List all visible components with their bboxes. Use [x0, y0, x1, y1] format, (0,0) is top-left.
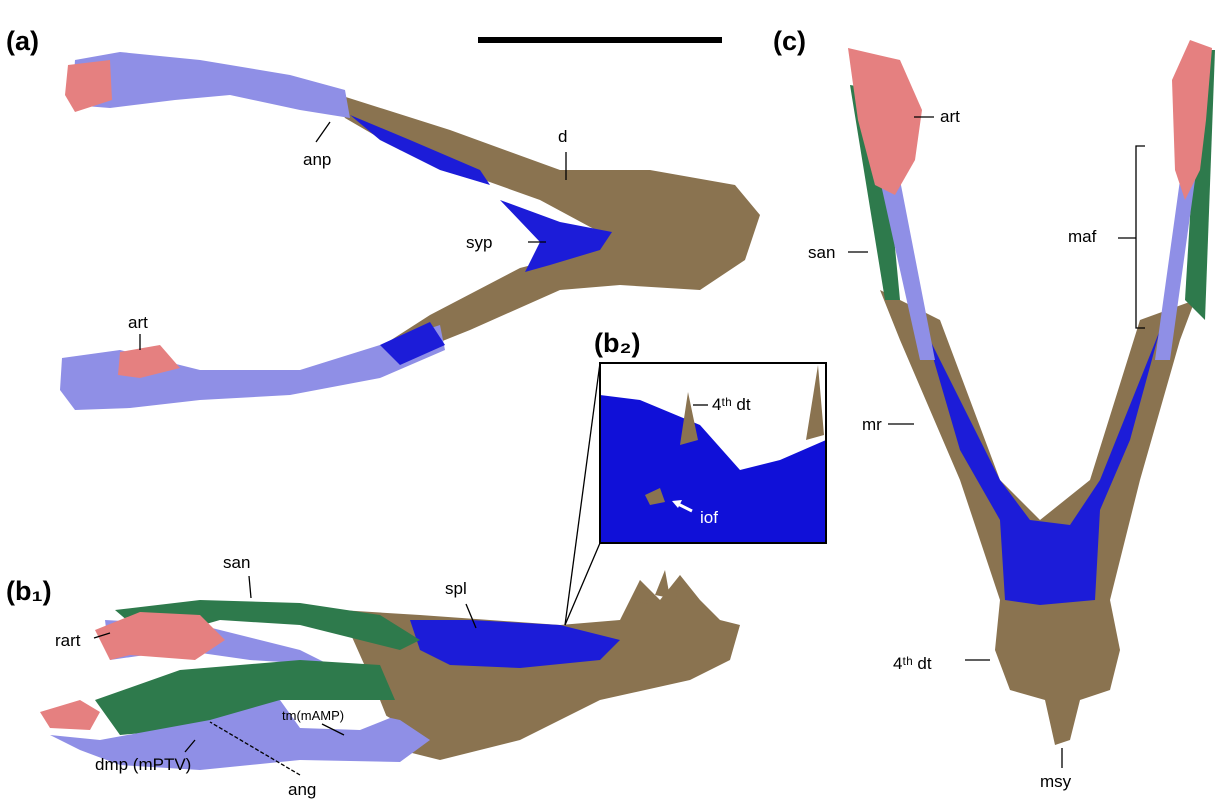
annotation: anp	[303, 150, 331, 169]
annotation: ang	[288, 780, 316, 799]
annotation: d	[558, 127, 567, 146]
annotation: art	[128, 313, 148, 332]
annotation: maf	[1068, 227, 1097, 246]
annotation: rart	[55, 631, 81, 650]
panel-label: (a)	[6, 26, 39, 56]
panel-a-model	[60, 52, 760, 410]
annotation: spl	[445, 579, 467, 598]
figure: (a) anp d syp art (b₁) san spl rart tm(m…	[0, 0, 1223, 809]
panel-label: (c)	[773, 26, 806, 56]
annotation: iof	[700, 508, 718, 527]
bracket	[1136, 146, 1145, 328]
annotation: art	[940, 107, 960, 126]
annotation: dmp (mPTV)	[95, 755, 191, 774]
annotation: tm(mAMP)	[282, 708, 344, 723]
leader-line	[316, 122, 330, 142]
connector	[565, 363, 600, 625]
leader-line	[249, 576, 251, 598]
annotation: san	[223, 553, 250, 572]
annotation: mr	[862, 415, 882, 434]
panel-c-model	[848, 40, 1215, 745]
panel-label: (b₂)	[594, 328, 640, 358]
panel-b1-model	[40, 570, 740, 770]
panel-label: (b₁)	[6, 576, 52, 606]
annotation: 4ᵗʰ dt	[893, 654, 932, 673]
annotation: msy	[1040, 772, 1072, 791]
annotation: san	[808, 243, 835, 262]
annotation: syp	[466, 233, 492, 252]
annotation: 4ᵗʰ dt	[712, 395, 751, 414]
